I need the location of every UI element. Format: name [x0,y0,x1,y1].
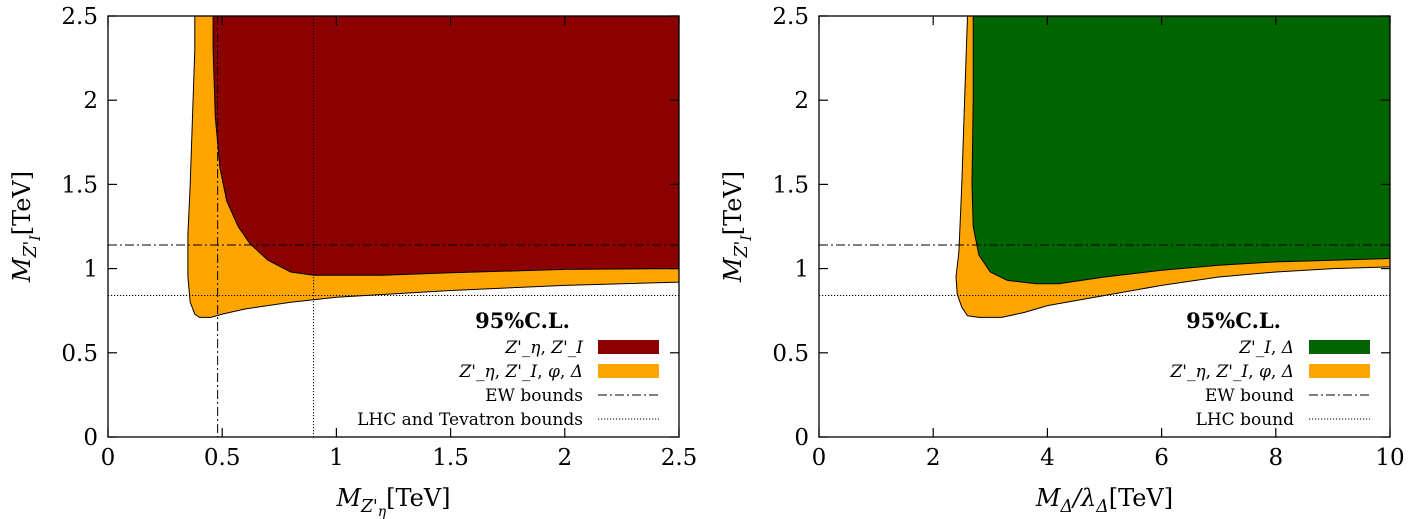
left-xtick-label: 0 [101,445,116,471]
left-ytick-label: 0 [83,425,98,451]
right-plot-area [819,16,1390,317]
left-ytick-label: 1.5 [61,172,98,198]
right-legend-swatch [1309,340,1370,354]
left-ytick-label: 1 [83,257,98,283]
left-legend-title: 95%C.L. [475,308,570,333]
right-ytick-label: 0 [794,425,809,451]
left-xtick-label: 2 [557,445,572,471]
chart-left: 0 0.5 1 1.5 2 2.5 0 0.5 1 1.5 2 2.5 MZ'η[TeV] MZ'I[Te… [0,0,711,519]
right-legend-label: LHC bound [1196,410,1295,430]
left-ytick-label: 0.5 [61,341,98,367]
left-xtick-label: 1 [329,445,344,471]
left-plot-area [108,16,679,437]
right-ytick-label: 1.5 [772,172,809,198]
right-legend-swatch [1309,364,1370,378]
right-xtick-label: 2 [926,445,941,471]
right-ytick-label: 0.5 [772,341,809,367]
left-legend-label: EW bounds [485,386,583,406]
left-legend-swatch [598,364,659,378]
left-xtick-label: 1.5 [432,445,469,471]
left-legend-swatch [598,340,659,354]
right-ytick-label: 2.5 [772,4,809,30]
right-ytick-label: 1 [794,257,809,283]
left-xtick-label: 2.5 [661,445,698,471]
right-yaxis-label: MZ'I[TeV] [719,171,755,283]
right-xtick-label: 10 [1375,445,1404,471]
right-legend-label: Z'_η, Z'_I, φ, Δ [1170,362,1295,382]
left-ytick-label: 2.5 [61,4,98,30]
right-legend-label: EW bound [1205,386,1294,406]
left-legend-label: LHC and Tevatron bounds [357,410,583,430]
left-region-dark [213,16,679,275]
right-xtick-label: 0 [812,445,827,471]
right-xtick-label: 6 [1154,445,1169,471]
left-xtick-label: 0.5 [204,445,241,471]
left-legend-label: Z'_η, Z'_I, φ, Δ [459,362,584,382]
chart-right: 0 2 4 6 8 10 0 0.5 1 1.5 2 2.5 MΔ/λΔ[TeV] MZ'I[TeV] 95… [711,0,1422,519]
right-xtick-label: 4 [1040,445,1055,471]
left-yaxis-label: MZ'I[TeV] [8,171,44,283]
right-legend-label: Z'_I, Δ [1238,338,1294,358]
left-legend-label: Z'_η, Z'_I [504,338,583,358]
right-xtick-label: 8 [1268,445,1283,471]
right-legend-title: 95%C.L. [1186,308,1281,333]
left-xaxis-label: MZ'η[TeV] [335,484,450,519]
right-region-dark [972,16,1390,284]
right-ytick-label: 2 [794,88,809,114]
right-xaxis-label: MΔ/λΔ[TeV] [1035,484,1173,517]
left-ytick-label: 2 [83,88,98,114]
